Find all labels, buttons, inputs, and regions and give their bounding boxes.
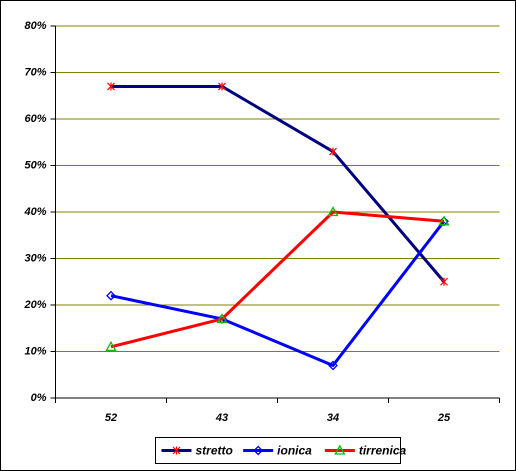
marker (253, 445, 264, 456)
marker (107, 82, 115, 91)
marker (218, 82, 226, 91)
marker (440, 277, 448, 286)
series-line (110, 220, 446, 367)
legend-label: tirrenica (359, 444, 407, 458)
x-tick-label: 34 (327, 412, 339, 424)
marker (438, 215, 450, 226)
y-tick-label: 40% (23, 206, 46, 218)
legend-label: stretto (196, 444, 233, 458)
x-tick-label: 25 (437, 412, 451, 424)
x-tick-label: 52 (105, 412, 117, 424)
marker (328, 360, 338, 371)
y-tick-label: 50% (24, 159, 46, 171)
marker (216, 313, 228, 324)
legend-label: ionica (277, 444, 312, 458)
y-tick-label: 10% (24, 345, 46, 357)
marker (329, 147, 337, 156)
marker (106, 290, 116, 301)
marker (334, 444, 346, 455)
y-tick-label: 0% (31, 392, 47, 404)
y-tick-label: 80% (24, 20, 46, 32)
y-tick-label: 20% (23, 299, 46, 311)
marker (172, 446, 181, 455)
y-tick-label: 30% (24, 252, 46, 264)
y-tick-label: 60% (24, 113, 46, 125)
x-tick-label: 43 (215, 412, 228, 424)
legend-box (155, 437, 401, 464)
y-tick-label: 70% (24, 66, 46, 78)
series-line (110, 210, 445, 349)
marker (327, 206, 339, 217)
marker (105, 341, 117, 352)
